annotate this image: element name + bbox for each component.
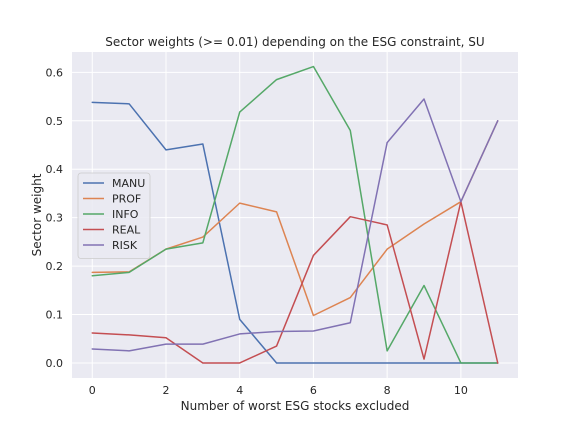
x-tick-label: 6	[310, 384, 317, 397]
chart-title: Sector weights (>= 0.01) depending on th…	[105, 35, 484, 49]
y-tick-label: 0.3	[46, 212, 64, 225]
legend-label-prof: PROF	[112, 193, 141, 206]
y-axis-label: Sector weight	[30, 173, 44, 256]
legend-label-risk: RISK	[112, 239, 138, 252]
series-line-risk	[91, 98, 499, 352]
legend: MANU PROF INFO REAL RISK	[77, 172, 151, 259]
x-tick-label: 4	[236, 384, 243, 397]
y-tick-label: 0.6	[46, 66, 64, 79]
series-line-real	[91, 200, 499, 364]
y-tick-label: 0.4	[46, 163, 64, 176]
legend-label-manu: MANU	[112, 177, 145, 190]
y-tick-label: 0.5	[46, 115, 64, 128]
legend-label-info: INFO	[112, 208, 139, 221]
grid-lines	[72, 52, 518, 378]
y-tick-labels: 0.0 0.1 0.2 0.3 0.4 0.5 0.6	[46, 66, 64, 370]
y-tick-label: 0.2	[46, 260, 64, 273]
series-line-manu	[91, 101, 499, 364]
x-tick-label: 8	[384, 384, 391, 397]
x-axis-label: Number of worst ESG stocks excluded	[181, 399, 410, 413]
legend-box	[77, 172, 151, 259]
x-tick-label: 0	[89, 384, 96, 397]
x-tick-labels: 0 2 4 6 8 10	[89, 384, 468, 397]
y-tick-label: 0.1	[46, 309, 64, 322]
x-tick-label: 2	[162, 384, 169, 397]
series-lines	[91, 65, 499, 364]
x-tick-label: 10	[454, 384, 468, 397]
y-tick-label: 0.0	[46, 357, 64, 370]
legend-label-real: REAL	[112, 224, 141, 237]
series-line-info	[91, 65, 499, 364]
